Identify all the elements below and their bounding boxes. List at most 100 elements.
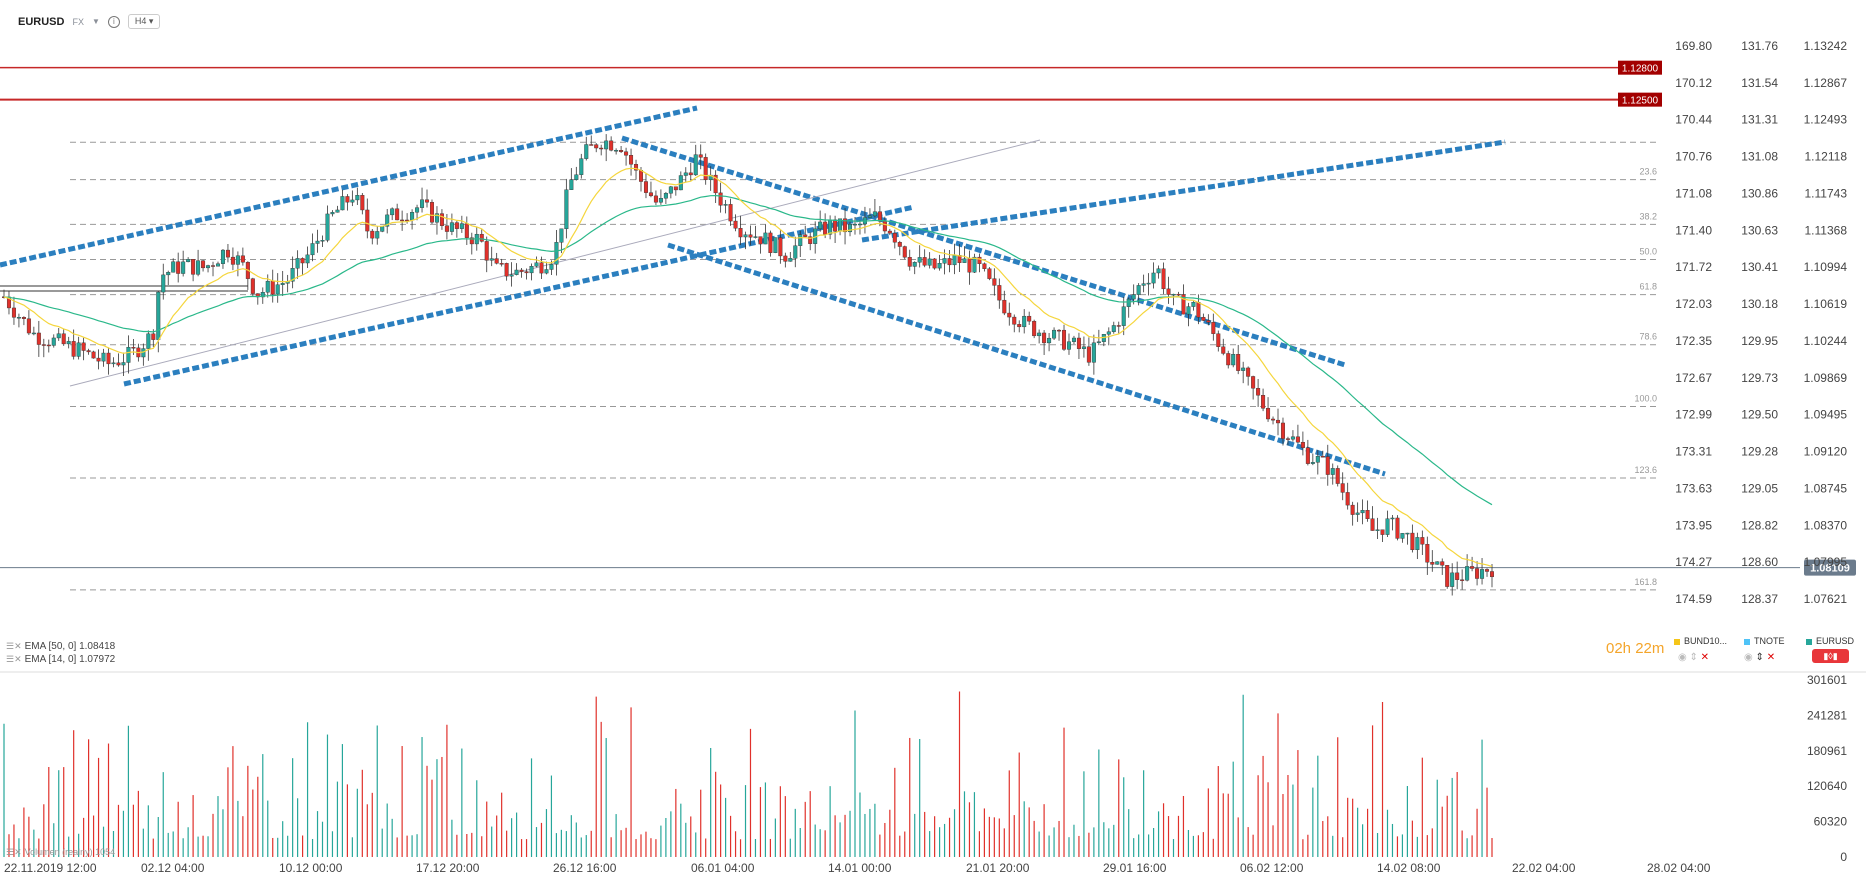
candle-body xyxy=(529,266,534,274)
bund-axis-label: 170.76 xyxy=(1675,150,1712,164)
candle-body xyxy=(1071,337,1076,342)
price-axis-label: 1.08370 xyxy=(1804,518,1848,532)
close-icon[interactable]: ✕ xyxy=(1700,652,1710,663)
resistance-price-box xyxy=(1618,92,1662,107)
candle-body xyxy=(469,237,474,245)
bund-axis-label: 172.67 xyxy=(1675,371,1712,385)
candle-body xyxy=(1166,288,1171,295)
candle-body xyxy=(942,258,947,264)
sort-icon[interactable]: ⇕ xyxy=(1755,652,1764,663)
candle-body xyxy=(1057,329,1062,332)
settings-icon[interactable]: ☰✕ xyxy=(6,847,22,857)
chevron-down-icon[interactable]: ▼ xyxy=(91,17,100,26)
candle-body xyxy=(648,192,653,197)
eurusd-toggle-button[interactable]: ▮◊▮ xyxy=(1812,649,1849,663)
candle-body xyxy=(917,257,922,263)
price-axis-label: 1.11743 xyxy=(1805,186,1848,200)
candle-body xyxy=(937,263,942,269)
volume-indicator[interactable]: ☰✕ Volumen (realny) 1054 xyxy=(6,847,115,858)
candle-body xyxy=(619,150,624,152)
candle-body xyxy=(295,258,300,269)
candle-body xyxy=(688,172,693,176)
candle-body xyxy=(1310,462,1315,464)
candle-body xyxy=(922,257,927,266)
volume-bars: 301601 241281 180961 120640 60320 0 xyxy=(0,671,1866,864)
legend-color xyxy=(1806,638,1812,645)
chart-header: EURUSD FX ▼ i H4 ▾ xyxy=(18,14,161,29)
candle-body xyxy=(1266,408,1271,420)
candle-body xyxy=(46,344,51,347)
candle-body xyxy=(96,357,101,362)
indicator-ema50[interactable]: ☰✕ EMA [50, 0] 1.08418 xyxy=(6,641,115,652)
candle-body xyxy=(146,333,151,349)
legend-bund[interactable]: BUND10... xyxy=(1674,636,1727,646)
info-icon[interactable]: i xyxy=(107,15,120,28)
candle-body xyxy=(907,257,912,267)
candle-body xyxy=(897,242,902,247)
candle-body xyxy=(181,261,186,274)
candle-body xyxy=(1236,354,1241,371)
candle-body xyxy=(643,181,648,193)
settings-icon[interactable]: ☰✕ xyxy=(6,654,22,664)
candle-body xyxy=(947,258,952,266)
time-axis-label: 06.01 04:00 xyxy=(691,861,755,875)
bund-axis-label: 171.40 xyxy=(1675,223,1712,237)
candle-body xyxy=(927,258,932,266)
price-axis-label: 1.12867 xyxy=(1804,76,1848,90)
bund-controls[interactable]: ◉ ⇕ ✕ xyxy=(1678,652,1710,663)
candle-body xyxy=(1146,282,1151,285)
candle-body xyxy=(126,347,131,363)
time-axis-label: 14.02 08:00 xyxy=(1377,861,1441,875)
candle-body xyxy=(1460,579,1465,581)
candle-body xyxy=(385,214,390,227)
candle-body xyxy=(360,195,365,211)
candle-body xyxy=(1340,483,1345,493)
candle-body xyxy=(977,256,982,264)
candle-body xyxy=(803,234,808,237)
candle-body xyxy=(1141,283,1146,286)
candle-body xyxy=(340,196,345,211)
candle-body xyxy=(1002,299,1007,314)
candle-body xyxy=(111,362,116,365)
candle-body xyxy=(1251,376,1256,389)
symbol-label[interactable]: EURUSD xyxy=(18,15,65,28)
candle-body xyxy=(609,140,614,151)
legend-eurusd[interactable]: EURUSD xyxy=(1806,636,1854,646)
candle-body xyxy=(320,240,325,242)
candle-body xyxy=(1480,569,1485,579)
candle-body xyxy=(1305,447,1310,464)
fib-label: 50.0 xyxy=(1639,246,1657,256)
price-axis-label: 1.09869 xyxy=(1804,371,1848,385)
close-icon[interactable]: ✕ xyxy=(1766,652,1776,663)
settings-icon[interactable]: ☰✕ xyxy=(6,641,22,651)
candle-body xyxy=(1405,532,1410,535)
candle-body xyxy=(1231,354,1236,366)
indicator-ema14[interactable]: ☰✕ EMA [14, 0] 1.07972 xyxy=(6,654,115,665)
time-axis-label: 17.12 20:00 xyxy=(416,861,480,875)
candle-body xyxy=(763,232,768,245)
candle-body xyxy=(574,174,579,180)
candle-body xyxy=(703,157,708,180)
legend-tnote[interactable]: TNOTE xyxy=(1744,636,1785,646)
candle-body xyxy=(494,258,499,264)
candle-body xyxy=(1485,569,1490,572)
price-axis-label: 1.09495 xyxy=(1804,408,1848,422)
candle-body xyxy=(1186,306,1191,315)
candle-body xyxy=(668,186,673,194)
candle-body xyxy=(1335,468,1340,484)
candle-body xyxy=(887,230,892,234)
candle-body xyxy=(584,144,589,159)
candle-body xyxy=(1450,572,1455,587)
candle-body xyxy=(539,262,544,274)
candle-body xyxy=(1375,529,1380,531)
candle-body xyxy=(1445,565,1450,587)
candle-body xyxy=(718,192,723,206)
candle-body xyxy=(564,189,569,230)
tnote-controls[interactable]: ◉ ⇕ ✕ xyxy=(1744,652,1776,663)
timeframe-select[interactable]: H4 ▾ xyxy=(127,14,161,29)
resistance-price-label: 1.12500 xyxy=(1622,96,1659,107)
price-axis-label: 1.07621 xyxy=(1804,592,1848,606)
candle-body xyxy=(459,223,464,229)
indicator-label: EMA [50, 0] 1.08418 xyxy=(24,641,116,652)
